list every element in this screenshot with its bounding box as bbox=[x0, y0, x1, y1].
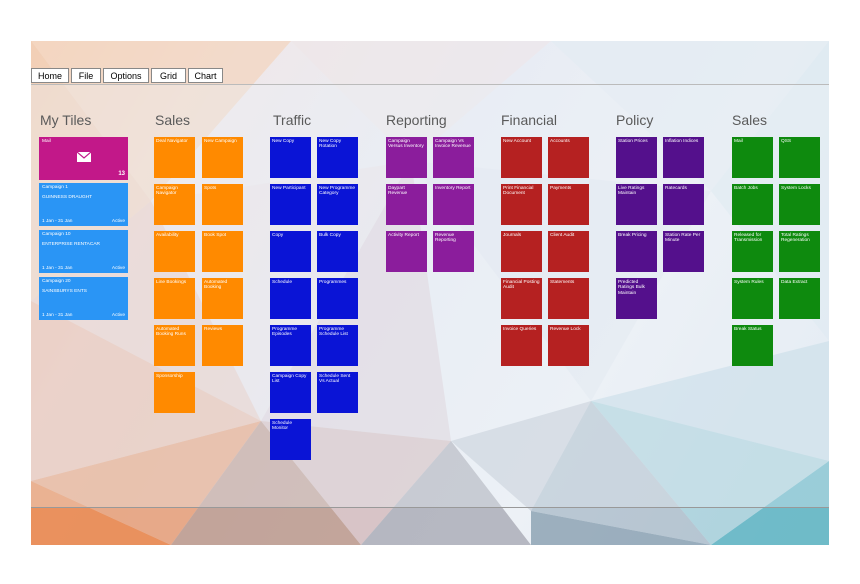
campaign-dates: 1 Jan - 31 Jan bbox=[42, 312, 73, 318]
mail-icon bbox=[77, 152, 91, 162]
tile-system-locks[interactable]: System Locks bbox=[779, 184, 820, 225]
menu-options[interactable]: Options bbox=[103, 68, 149, 83]
tile-new-programme-category[interactable]: New Programme Category bbox=[317, 184, 358, 225]
tile-line-bookings[interactable]: Line Bookings bbox=[154, 278, 195, 319]
group-title-reporting: Reporting bbox=[386, 112, 447, 128]
tile-panel: My Tiles Mail 13 Campaign 1 GUINNESS DRA… bbox=[31, 84, 829, 508]
tile-campaign-copy-list[interactable]: Campaign Copy List bbox=[270, 372, 311, 413]
campaign-dates: 1 Jan - 31 Jan bbox=[42, 265, 73, 271]
tile-copy[interactable]: Copy bbox=[270, 231, 311, 272]
tile-new-copy[interactable]: New Copy bbox=[270, 137, 311, 178]
campaign-advertiser: GUINNESS DRAUGHT bbox=[42, 195, 93, 201]
tile-inflation-indices[interactable]: Inflation Indices bbox=[663, 137, 704, 178]
tile-batch-jobs[interactable]: Batch Jobs bbox=[732, 184, 773, 225]
tile-book-spot[interactable]: Book Spot bbox=[202, 231, 243, 272]
menu-chart[interactable]: Chart bbox=[188, 68, 223, 83]
tile-campaign-navigator[interactable]: Campaign Navigator bbox=[154, 184, 195, 225]
menu-grid[interactable]: Grid bbox=[151, 68, 186, 83]
group-title-my-tiles: My Tiles bbox=[40, 112, 92, 128]
group-title-sales: Sales bbox=[155, 112, 191, 128]
campaign-tile[interactable]: Campaign 10 ENTERPRISE RENTACAR 1 Jan - … bbox=[39, 230, 128, 273]
campaign-tile[interactable]: Campaign 20 SAINSBURYS ENTS 1 Jan - 31 J… bbox=[39, 277, 128, 320]
tile-campaign-versus-inventory[interactable]: Campaign Versus Inventory bbox=[386, 137, 427, 178]
tile-revenue-reporting[interactable]: Revenue Reporting bbox=[433, 231, 474, 272]
menu-bar: Home File Options Grid Chart bbox=[31, 68, 223, 84]
tile-deal-navigator[interactable]: Deal Navigator bbox=[154, 137, 195, 178]
tile-new-copy-rotation[interactable]: New Copy Rotation bbox=[317, 137, 358, 178]
campaign-status: Active bbox=[111, 218, 125, 224]
tile-activity-report[interactable]: Activity Report bbox=[386, 231, 427, 272]
tile-campaign-vs-invoice-revenue[interactable]: Campaign Vs Invoice Revenue bbox=[433, 137, 474, 178]
tile-daypart-revenue[interactable]: Daypart Revenue bbox=[386, 184, 427, 225]
group-title-financial: Financial bbox=[501, 112, 558, 128]
tile-client-audit[interactable]: Client Audit bbox=[548, 231, 589, 272]
tile-sponsorship[interactable]: Sponsorship bbox=[154, 372, 195, 413]
tile-total-ratings-regeneration[interactable]: Total Ratings Regeneration bbox=[779, 231, 820, 272]
tile-spots[interactable]: Spots bbox=[202, 184, 243, 225]
tile-break-pricing[interactable]: Break Pricing bbox=[616, 231, 657, 272]
mail-tile-label: Mail bbox=[42, 139, 51, 144]
app-window: Home File Options Grid Chart My Tiles Ma… bbox=[31, 41, 829, 545]
tile-station-prices[interactable]: Station Prices bbox=[616, 137, 657, 178]
tile-automated-booking-runs[interactable]: Automated Booking Runs bbox=[154, 325, 195, 366]
tile-revenue-lock[interactable]: Revenue Lock bbox=[548, 325, 589, 366]
tile-payments[interactable]: Payments bbox=[548, 184, 589, 225]
tile-print-financial-document[interactable]: Print Financial Document bbox=[501, 184, 542, 225]
tile-bulk-copy[interactable]: Bulk Copy bbox=[317, 231, 358, 272]
tile-journals[interactable]: Journals bbox=[501, 231, 542, 272]
tile-automated-booking[interactable]: Automated Booking bbox=[202, 278, 243, 319]
tile-station-rate-per-minute[interactable]: Station Rate Per Minute bbox=[663, 231, 704, 272]
tile-schedule-sent-vs-actual[interactable]: Schedule Sent Vs Actual bbox=[317, 372, 358, 413]
campaign-name: Campaign 10 bbox=[42, 232, 71, 237]
menu-file[interactable]: File bbox=[71, 68, 101, 83]
menu-home[interactable]: Home bbox=[31, 68, 69, 83]
tile-accounts[interactable]: Accounts bbox=[548, 137, 589, 178]
tile-schedule-monitor[interactable]: Schedule Monitor bbox=[270, 419, 311, 460]
tile-ratecards[interactable]: Ratecards bbox=[663, 184, 704, 225]
tile-schedule[interactable]: Schedule bbox=[270, 278, 311, 319]
group-title-policy: Policy bbox=[616, 112, 654, 128]
tile-released-for-transmission[interactable]: Released for Transmission bbox=[732, 231, 773, 272]
tile-predicted-ratings-bulk-maintain[interactable]: Predicted Ratings Bulk Maintain bbox=[616, 278, 657, 319]
tile-reviews[interactable]: Reviews bbox=[202, 325, 243, 366]
campaign-tile[interactable]: Campaign 1 GUINNESS DRAUGHT 1 Jan - 31 J… bbox=[39, 183, 128, 226]
campaign-advertiser: SAINSBURYS ENTS bbox=[42, 289, 87, 295]
tile-break-status[interactable]: Break Status bbox=[732, 325, 773, 366]
campaign-status: Active bbox=[111, 265, 125, 271]
group-title-sales-2: Sales bbox=[732, 112, 768, 128]
tile-system-rules[interactable]: System Rules bbox=[732, 278, 773, 319]
campaign-status: Active bbox=[111, 312, 125, 318]
tile-inventory-report[interactable]: Inventory Report bbox=[433, 184, 474, 225]
tile-invoice-queries[interactable]: Invoice Queries bbox=[501, 325, 542, 366]
tile-mail[interactable]: Mail bbox=[732, 137, 773, 178]
tile-availability[interactable]: Availability bbox=[154, 231, 195, 272]
tile-data-extract[interactable]: Data Extract bbox=[779, 278, 820, 319]
tile-new-account[interactable]: New Account bbox=[501, 137, 542, 178]
group-title-traffic: Traffic bbox=[273, 112, 312, 128]
campaign-name: Campaign 1 bbox=[42, 185, 68, 190]
campaign-advertiser: ENTERPRISE RENTACAR bbox=[42, 242, 101, 248]
tile-statements[interactable]: Statements bbox=[548, 278, 589, 319]
tile-new-campaign[interactable]: New Campaign bbox=[202, 137, 243, 178]
campaign-dates: 1 Jan - 31 Jan bbox=[42, 218, 73, 224]
tile-financial-posting-audit[interactable]: Financial Posting Audit bbox=[501, 278, 542, 319]
mail-tile[interactable]: Mail 13 bbox=[39, 137, 128, 180]
tile-programme-episodes[interactable]: Programme Episodes bbox=[270, 325, 311, 366]
tile-new-participant[interactable]: New Participant bbox=[270, 184, 311, 225]
tile-live-ratings-maintain[interactable]: Live Ratings Maintain bbox=[616, 184, 657, 225]
tile-qss[interactable]: QSS bbox=[779, 137, 820, 178]
tile-programmes[interactable]: Programmes bbox=[317, 278, 358, 319]
mail-count: 13 bbox=[118, 170, 125, 177]
campaign-name: Campaign 20 bbox=[42, 279, 71, 284]
tile-programme-schedule-list[interactable]: Programme Schedule List bbox=[317, 325, 358, 366]
